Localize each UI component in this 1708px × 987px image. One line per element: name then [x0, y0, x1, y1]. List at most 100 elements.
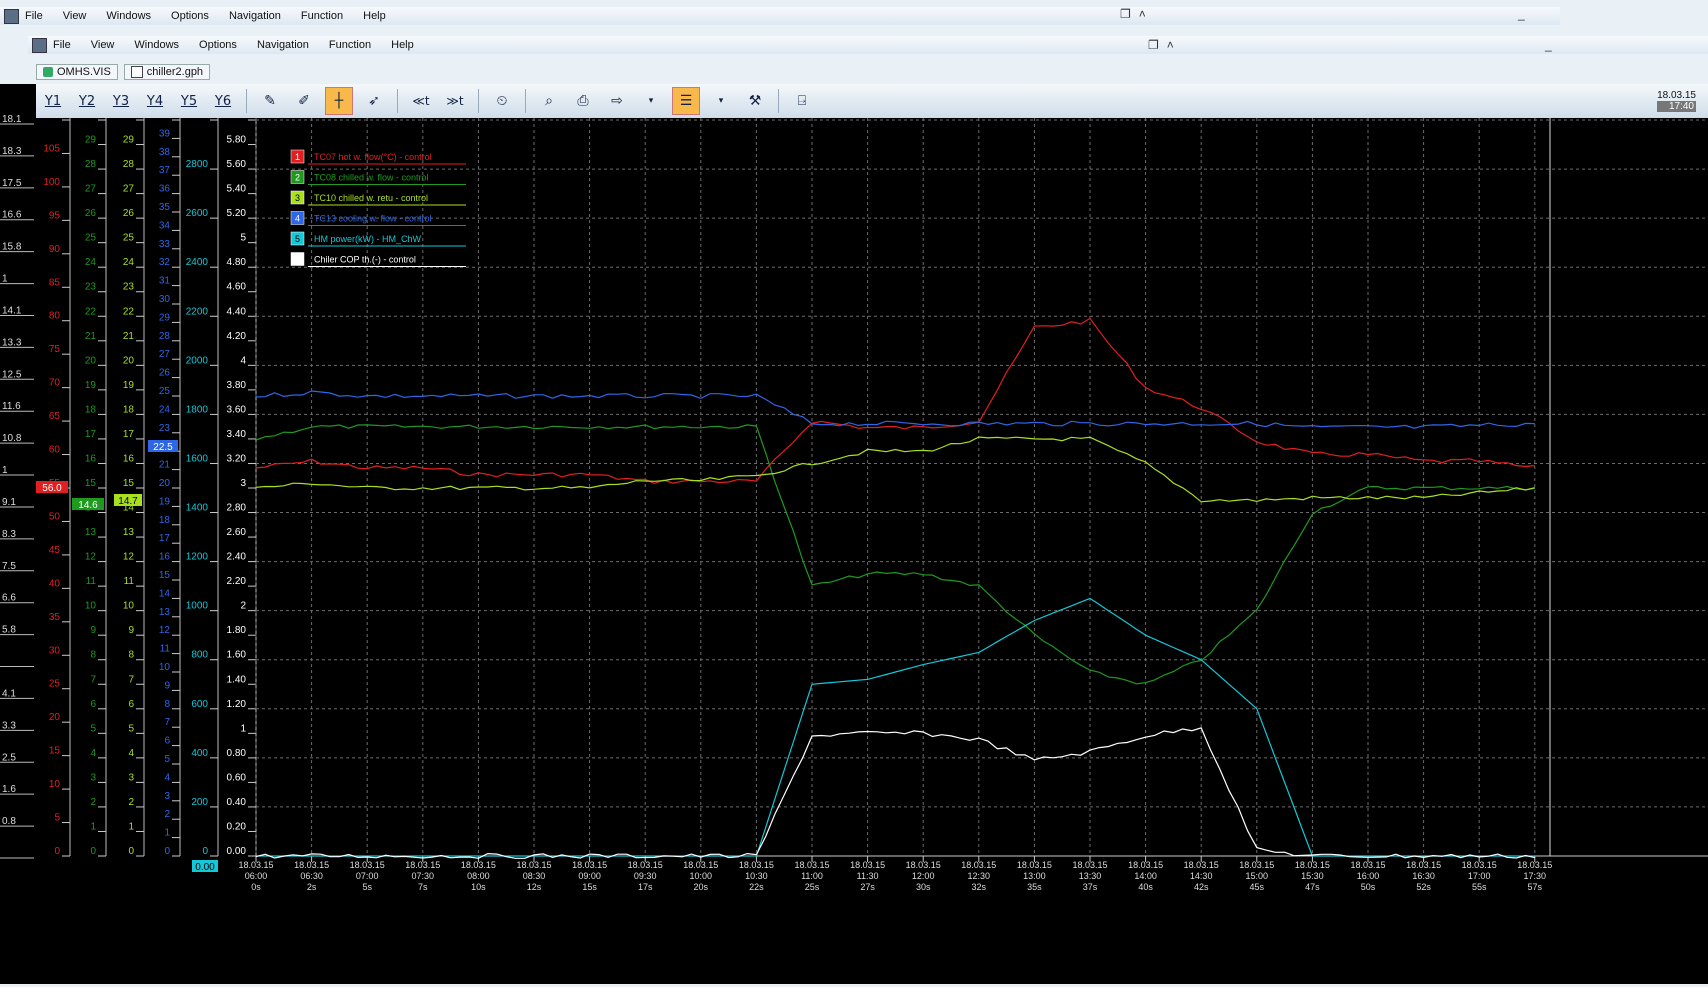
outer-axis-tick-label: 5.8: [2, 625, 16, 636]
y2-tick-label: 11: [124, 576, 135, 587]
exit-door-icon[interactable]: ⍈: [797, 93, 807, 109]
x-tick-time: 08:00: [467, 871, 490, 881]
cursor-value-y2-bg: [72, 498, 104, 510]
y6-tick-label: 6: [240, 118, 246, 121]
legend-swatch: [290, 190, 305, 205]
y2-tick-label: 19: [85, 380, 97, 391]
menu-file[interactable]: File: [25, 10, 43, 22]
scroll-left-icon[interactable]: ≪t: [412, 94, 430, 108]
tab-chiller2[interactable]: chiller2.gph: [123, 64, 211, 80]
y2-tick-label: 5: [90, 723, 96, 734]
y2-tick-label: 28: [85, 159, 97, 170]
y4-tick-label: 28: [159, 331, 171, 342]
inner-restore-icon[interactable]: ❐: [1148, 38, 1159, 52]
legend-label: TC13 cooling w. flow - control: [314, 214, 432, 224]
y2-tick-label: 6: [128, 699, 134, 710]
y2-tick-label: 28: [123, 159, 135, 170]
y2-axis-button[interactable]: Y2: [78, 93, 96, 109]
inner-chevron-up-icon[interactable]: ˄: [1166, 38, 1174, 52]
restore-icon[interactable]: ❐: [1120, 7, 1131, 21]
outer-axis-tick-label: 7.5: [2, 561, 16, 572]
inner-minimize-icon[interactable]: _: [1545, 38, 1552, 52]
cursor-value-y5-box-bg: [192, 860, 218, 872]
tools-icon[interactable]: ⚒: [748, 93, 762, 109]
menu-windows[interactable]: Windows: [106, 10, 152, 22]
menu-help[interactable]: Help: [363, 10, 386, 22]
x-tick-elapsed: 12s: [527, 882, 542, 892]
pointer-icon[interactable]: ➶: [368, 93, 380, 109]
y5-tick-label: 2600: [186, 208, 209, 219]
tab-omhs-vis[interactable]: OMHS.VIS: [36, 64, 118, 80]
y4-tick-label: 36: [159, 184, 171, 195]
inner-menu-windows[interactable]: Windows: [134, 39, 180, 51]
inner-menu-options[interactable]: Options: [199, 39, 237, 51]
y4-tick-label: 4: [164, 772, 170, 783]
document-system-icon[interactable]: [32, 37, 47, 53]
dropdown-arrow-icon[interactable]: ▾: [648, 96, 654, 106]
y4-tick-label: 27: [159, 349, 171, 360]
chevron-up-icon[interactable]: ˄: [1138, 7, 1146, 21]
cursor-b-icon[interactable]: ✐: [298, 93, 310, 109]
y4-tick-label: 15: [159, 570, 171, 581]
y6-axis-button[interactable]: Y6: [214, 93, 232, 109]
print-icon[interactable]: ⎙: [577, 93, 589, 109]
export-icon[interactable]: ⇨: [611, 93, 623, 109]
legend-swatch: [290, 252, 305, 266]
y3-axis-button[interactable]: Y3: [112, 93, 130, 109]
document-tabs: OMHS.VIS chiller2.gph: [36, 62, 211, 82]
legend-number: 2: [295, 173, 300, 183]
trend-chart-svg[interactable]: 1101051009590858075706560555045403530252…: [36, 118, 1708, 984]
y5-tick-label: 1200: [186, 552, 209, 563]
crosshair-cursor-icon[interactable]: ┼: [325, 87, 353, 115]
y4-axis-button[interactable]: Y4: [146, 93, 164, 109]
legend-icon[interactable]: ☰: [672, 87, 700, 115]
inner-menu-navigation[interactable]: Navigation: [256, 39, 309, 51]
y2-tick-label: 21: [123, 331, 135, 342]
y2-tick-label: 1: [90, 821, 96, 832]
y6-tick-label: 0.80: [227, 748, 247, 759]
y6-tick-label: 5: [240, 233, 246, 244]
outer-axis-tick-label: 15.8: [2, 242, 22, 253]
x-tick-date: 18.03.15: [1017, 860, 1052, 870]
cursor-a-icon[interactable]: ✎: [264, 93, 276, 109]
x-tick-elapsed: 42s: [1194, 882, 1209, 892]
y1-tick-label: 75: [49, 344, 61, 355]
inner-menu-help[interactable]: Help: [391, 39, 414, 51]
zoom-icon[interactable]: ⌕: [545, 93, 553, 109]
menu-options[interactable]: Options: [171, 10, 209, 22]
inner-menu-file[interactable]: File: [53, 39, 71, 51]
x-tick-time: 12:00: [912, 871, 935, 881]
y2-tick-label: 15: [123, 478, 135, 489]
toolbar-separator: [778, 89, 779, 113]
menu-navigation[interactable]: Navigation: [228, 10, 281, 22]
y6-tick-label: 2: [240, 601, 246, 612]
y5-tick-label: 1400: [186, 503, 209, 514]
y2-tick-label: 27: [85, 184, 97, 195]
minimize-icon[interactable]: _: [1518, 7, 1525, 21]
x-tick-date: 18.03.15: [1462, 860, 1497, 870]
x-tick-time: 13:30: [1079, 871, 1102, 881]
cursor-value-y2: 14.6: [78, 500, 98, 511]
x-tick-time: 09:30: [634, 871, 657, 881]
menu-view[interactable]: View: [62, 10, 87, 22]
x-tick-elapsed: 57s: [1528, 882, 1543, 892]
y2-tick-label: 14: [123, 503, 135, 514]
x-tick-time: 15:30: [1301, 871, 1324, 881]
menu-function[interactable]: Function: [300, 10, 344, 22]
y2-tick-label: 9: [90, 625, 96, 636]
scroll-right-icon[interactable]: ≫t: [446, 94, 464, 108]
inner-menu-view[interactable]: View: [90, 39, 115, 51]
y2-tick-label: 15: [85, 478, 97, 489]
y2-tick-label: 8: [90, 650, 96, 661]
inner-menu-function[interactable]: Function: [328, 39, 372, 51]
clock-icon[interactable]: ⏲: [496, 93, 508, 109]
dropdown-arrow-icon[interactable]: ▾: [718, 96, 724, 106]
y2-tick-label: 18: [123, 404, 135, 415]
y5-axis-button[interactable]: Y5: [180, 93, 198, 109]
app-system-icon[interactable]: [4, 8, 19, 24]
y6-tick-label: 3.20: [227, 453, 247, 464]
y5-tick-label: 2400: [186, 257, 209, 268]
series-line-3: [255, 436, 1535, 503]
y1-axis-button[interactable]: Y1: [44, 93, 62, 109]
outer-axis-tick-label: 8.3: [2, 529, 16, 540]
